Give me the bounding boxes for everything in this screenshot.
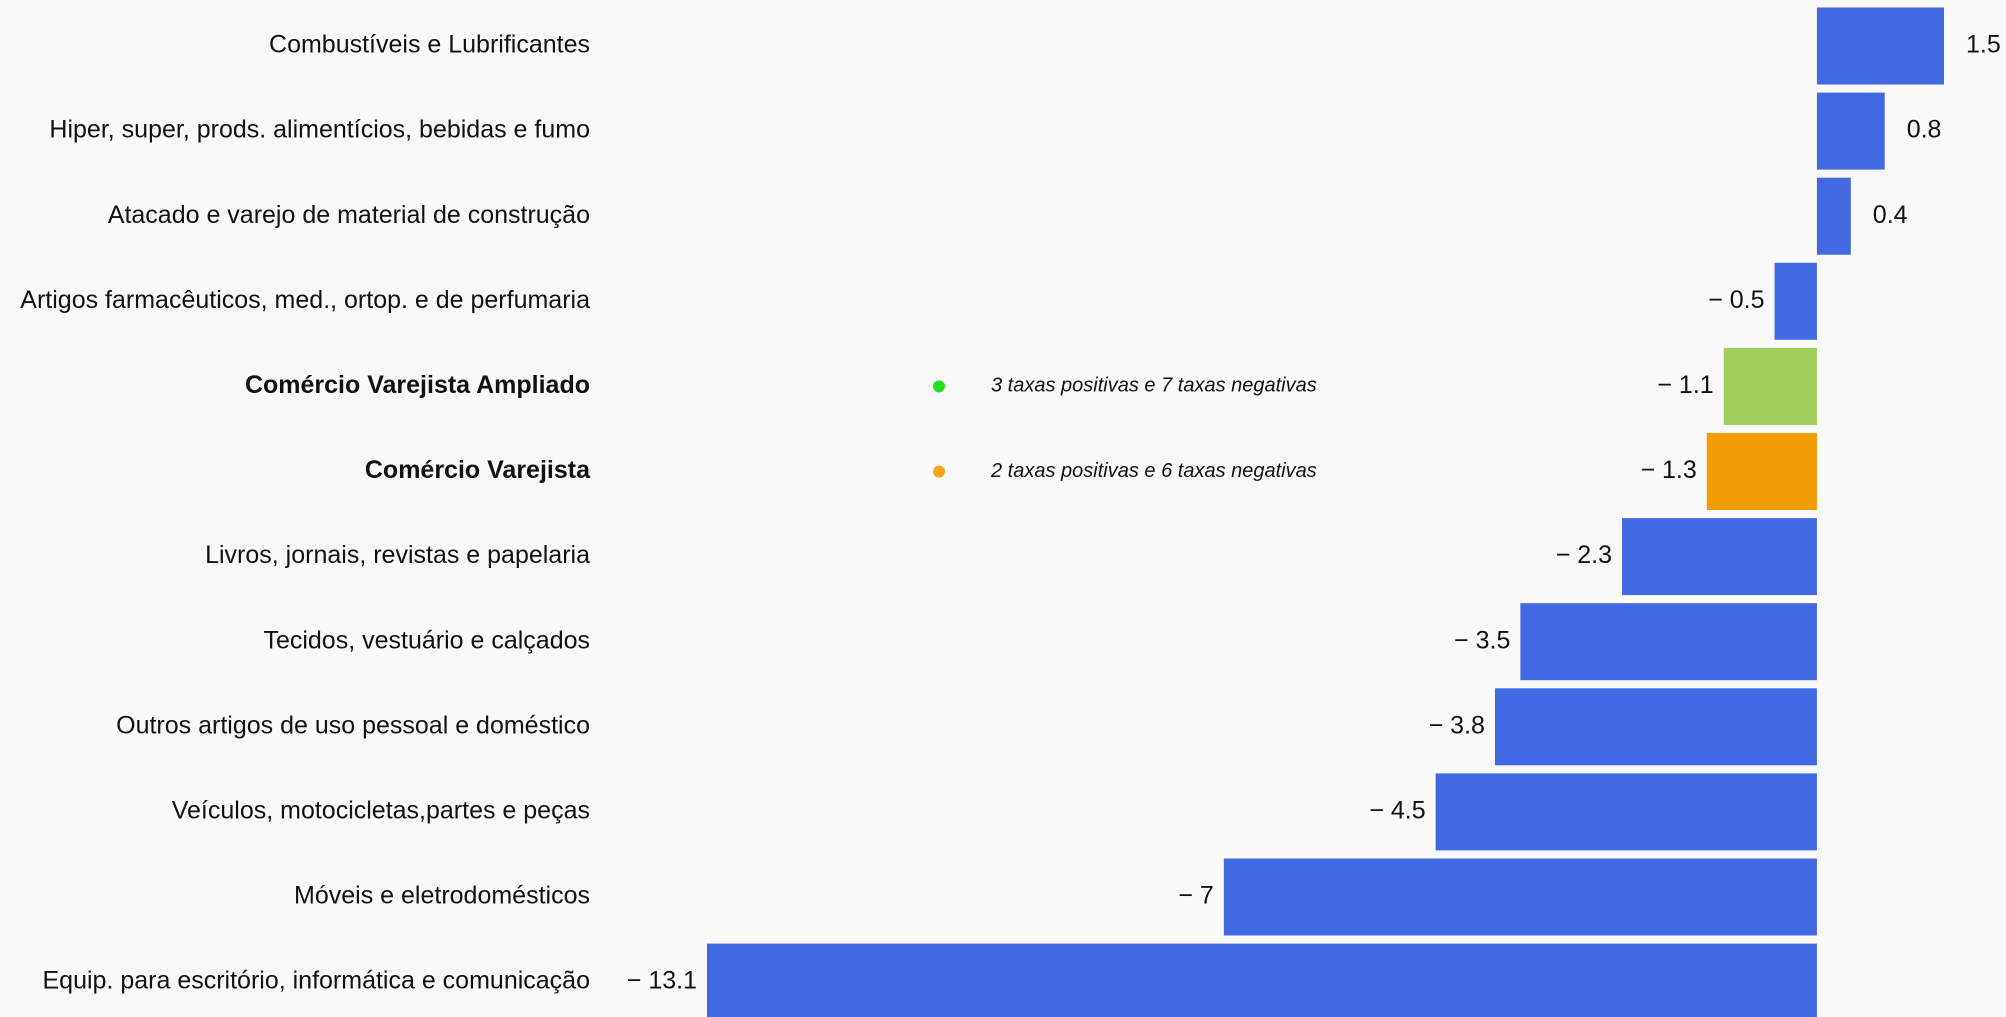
- bar: [1816, 177, 1851, 255]
- bar: [1435, 773, 1817, 851]
- value-label: − 0.5: [1708, 286, 1764, 314]
- bar: [707, 943, 1817, 1017]
- value-label: 0.8: [1907, 116, 1942, 144]
- value-label: − 1.1: [1657, 371, 1713, 399]
- annotation-dot: [933, 380, 945, 393]
- category-label: Tecidos, vestuário e calçados: [263, 626, 590, 654]
- value-label: − 7: [1178, 882, 1213, 910]
- category-label: Comércio Varejista: [365, 456, 591, 484]
- bar: [1706, 433, 1817, 510]
- category-label: Equip. para escritório, informática e co…: [43, 967, 591, 995]
- bar: [1223, 858, 1817, 936]
- value-label: − 2.3: [1556, 541, 1612, 569]
- category-label: Veículos, motocicletas,partes e peças: [172, 797, 590, 825]
- value-label: − 13.1: [627, 967, 697, 995]
- category-label: Artigos farmacêuticos, med., ortop. e de…: [20, 286, 590, 314]
- category-label: Atacado e varejo de material de construç…: [108, 201, 590, 229]
- bar: [1816, 92, 1885, 170]
- category-label: Móveis e eletrodomésticos: [294, 882, 590, 910]
- value-label: − 3.5: [1454, 626, 1510, 654]
- annotation-dot: [933, 465, 945, 478]
- annotation: 2 taxas positivas e 6 taxas negativas: [990, 460, 1317, 482]
- category-label: Livros, jornais, revistas e papelaria: [205, 541, 590, 569]
- value-label: 0.4: [1873, 201, 1908, 229]
- category-label: Comércio Varejista Ampliado: [245, 371, 590, 399]
- value-label: 1.5: [1966, 31, 2001, 59]
- category-label: Hiper, super, prods. alimentícios, bebid…: [49, 116, 590, 144]
- bar: [1723, 347, 1817, 425]
- value-label: − 1.3: [1640, 456, 1696, 484]
- category-label: Combustíveis e Lubrificantes: [269, 31, 590, 59]
- bar: [1494, 688, 1817, 766]
- value-label: − 4.5: [1369, 797, 1425, 825]
- bar: [1520, 603, 1817, 681]
- annotation: 3 taxas positivas e 7 taxas negativas: [991, 375, 1317, 397]
- bar: [1774, 262, 1817, 340]
- category-label: Outros artigos de uso pessoal e doméstic…: [116, 711, 590, 739]
- value-label: − 3.8: [1429, 711, 1485, 739]
- bar: [1816, 7, 1944, 85]
- bar: [1622, 518, 1817, 596]
